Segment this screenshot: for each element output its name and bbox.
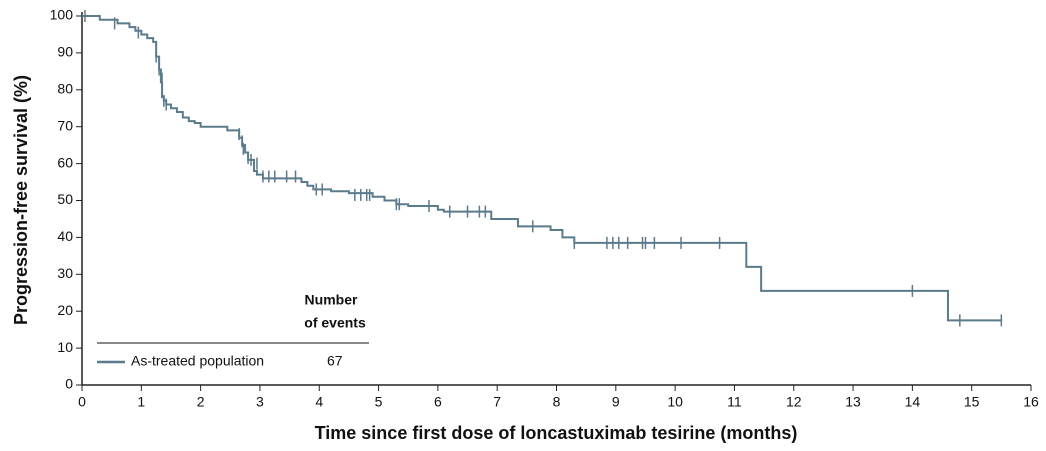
y-tick-label: 90	[57, 44, 73, 60]
y-tick-label: 100	[50, 7, 74, 23]
events-count: 67	[327, 353, 343, 369]
x-tick-label: 15	[964, 394, 980, 410]
x-tick-label: 8	[553, 394, 561, 410]
y-tick-label: 70	[57, 117, 73, 133]
y-tick-label: 20	[57, 302, 73, 318]
events-header: Number	[305, 292, 358, 308]
x-tick-label: 16	[1023, 394, 1039, 410]
x-tick-label: 12	[786, 394, 802, 410]
x-tick-label: 9	[612, 394, 620, 410]
y-tick-label: 60	[57, 154, 73, 170]
legend-label: As-treated population	[131, 353, 264, 369]
y-tick-label: 50	[57, 191, 73, 207]
x-tick-label: 2	[197, 394, 205, 410]
y-tick-label: 80	[57, 81, 73, 97]
x-tick-label: 14	[905, 394, 921, 410]
y-tick-label: 10	[57, 339, 73, 355]
x-tick-label: 5	[375, 394, 383, 410]
y-axis-title: Progression-free survival (%)	[11, 75, 31, 325]
y-tick-label: 0	[65, 376, 73, 392]
x-tick-label: 1	[137, 394, 145, 410]
x-tick-label: 3	[256, 394, 264, 410]
x-tick-label: 10	[667, 394, 683, 410]
x-tick-label: 13	[845, 394, 861, 410]
x-tick-label: 4	[315, 394, 323, 410]
y-tick-label: 30	[57, 265, 73, 281]
x-tick-label: 6	[434, 394, 442, 410]
x-axis-title: Time since first dose of loncastuximab t…	[315, 423, 798, 443]
x-tick-label: 0	[78, 394, 86, 410]
events-header: of events	[304, 315, 366, 331]
y-tick-label: 40	[57, 228, 73, 244]
x-tick-label: 11	[727, 394, 742, 410]
x-tick-label: 7	[493, 394, 501, 410]
survival-line	[82, 15, 1002, 322]
